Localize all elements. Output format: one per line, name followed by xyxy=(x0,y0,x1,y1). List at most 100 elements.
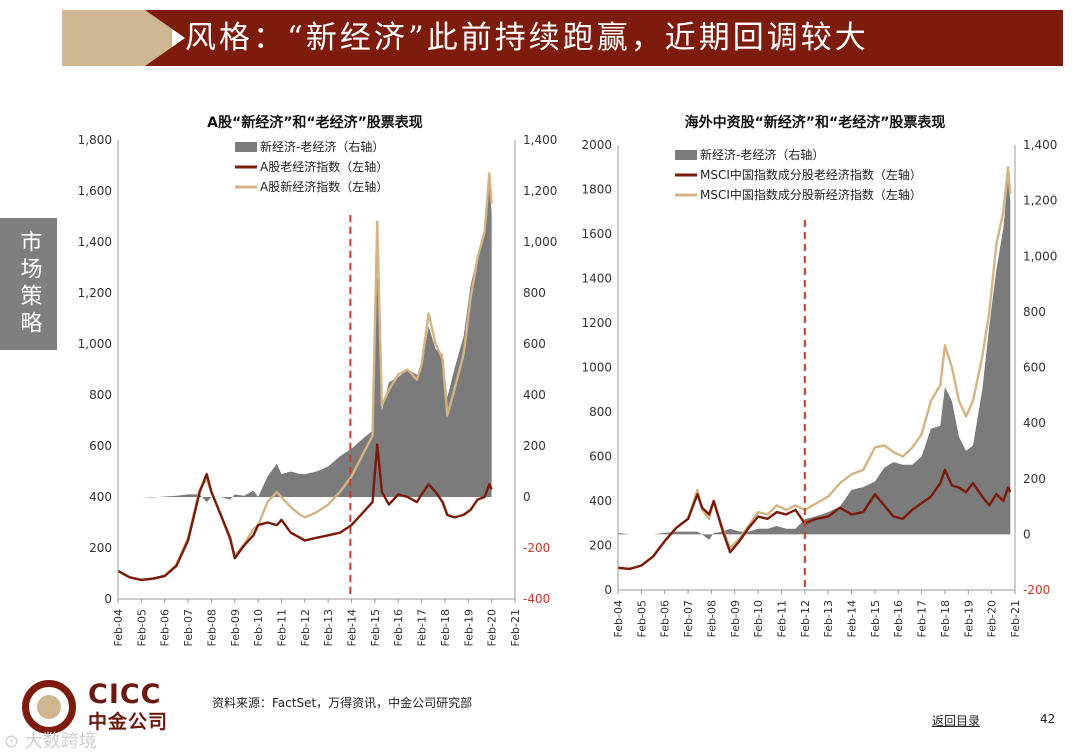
x-tick-label: Feb-16 xyxy=(392,609,405,646)
y-right-tick-label: -200 xyxy=(1023,583,1050,597)
y-left-tick-label: 2000 xyxy=(581,138,612,152)
x-tick-label: Feb-08 xyxy=(705,600,718,637)
legend-label: A股新经济指数（左轴） xyxy=(260,179,388,194)
y-right-tick-label: 800 xyxy=(1023,305,1046,319)
y-left-tick-label: 400 xyxy=(89,490,112,504)
x-tick-label: Feb-13 xyxy=(822,600,835,637)
x-tick-label: Feb-21 xyxy=(509,609,522,646)
cicc-logo-icon xyxy=(22,680,76,734)
y-right-tick-label: 600 xyxy=(523,337,546,351)
y-left-tick-label: 1,600 xyxy=(78,184,112,198)
x-tick-label: Feb-18 xyxy=(939,600,952,637)
x-tick-label: Feb-14 xyxy=(846,600,859,637)
x-tick-label: Feb-10 xyxy=(752,600,765,637)
legend-label: 新经济-老经济（右轴） xyxy=(700,147,824,162)
page-number: 42 xyxy=(1040,712,1056,726)
series-diff-area xyxy=(118,185,492,503)
x-tick-label: Feb-18 xyxy=(439,609,452,646)
y-right-tick-label: 1,400 xyxy=(523,133,557,147)
x-tick-label: Feb-12 xyxy=(299,609,312,646)
x-tick-label: Feb-16 xyxy=(892,600,905,637)
y-right-tick-label: 200 xyxy=(1023,472,1046,486)
y-right-tick-label: 0 xyxy=(1023,527,1031,541)
legend-label: A股老经济指数（左轴） xyxy=(260,159,388,174)
series-old-line xyxy=(117,443,493,582)
y-left-tick-label: 800 xyxy=(589,405,612,419)
y-left-tick-label: 1600 xyxy=(581,227,612,241)
banner-accent xyxy=(62,10,172,66)
y-left-tick-label: 1000 xyxy=(581,361,612,375)
cicc-logo-dot-icon xyxy=(37,695,61,719)
x-tick-label: Feb-17 xyxy=(916,600,929,637)
x-tick-label: Feb-11 xyxy=(275,609,288,646)
logo-chinese: 中金公司 xyxy=(88,711,169,733)
x-tick-label: Feb-04 xyxy=(112,609,125,646)
chart-title: A股“新经济”和“老经济”股票表现 xyxy=(207,114,423,131)
x-tick-label: Feb-07 xyxy=(182,609,195,646)
x-tick-label: Feb-04 xyxy=(612,600,625,637)
x-tick-label: Feb-14 xyxy=(346,609,359,646)
x-tick-label: Feb-17 xyxy=(416,609,429,646)
x-tick-label: Feb-19 xyxy=(462,609,475,646)
source-note: 资料来源：FactSet，万得资讯，中金公司研究部 xyxy=(212,696,473,710)
section-tab[interactable]: 市场策略 xyxy=(0,218,57,350)
y-right-tick-label: 600 xyxy=(1023,361,1046,375)
overseas-chart: 海外中资股“新经济”和“老经济”股票表现 0 200 400 600 800 1000 120… xyxy=(581,114,1057,637)
y-right-tick-label: 0 xyxy=(523,490,531,504)
legend-label: MSCI中国指数成分股新经济指数（左轴） xyxy=(700,187,922,202)
chart-title: 海外中资股“新经济”和“老经济”股票表现 xyxy=(685,114,946,131)
x-tick-label: Feb-15 xyxy=(869,600,882,637)
y-left-tick-label: 1200 xyxy=(581,316,612,330)
y-left-tick-label: 1400 xyxy=(581,272,612,286)
y-right-tick-label: -400 xyxy=(523,592,550,606)
y-right-tick-label: 1,200 xyxy=(1023,194,1057,208)
y-right-tick-label: 1,000 xyxy=(523,235,557,249)
legend-label: 新经济-老经济（右轴） xyxy=(260,139,384,154)
y-left-tick-label: 800 xyxy=(89,388,112,402)
x-tick-label: Feb-19 xyxy=(962,600,975,637)
y-right-tick-label: 800 xyxy=(523,286,546,300)
x-tick-label: Feb-05 xyxy=(635,600,648,637)
slide-title: 风格：“新经济”此前持续跑赢，近期回调较大 xyxy=(185,20,869,56)
y-left-tick-label: 1800 xyxy=(581,183,612,197)
x-tick-label: Feb-11 xyxy=(775,600,788,637)
x-tick-label: Feb-21 xyxy=(1009,600,1022,637)
x-tick-label: Feb-08 xyxy=(205,609,218,646)
x-tick-label: Feb-05 xyxy=(135,609,148,646)
y-right-tick-label: 1,400 xyxy=(1023,138,1057,152)
x-tick-label: Feb-20 xyxy=(986,600,999,637)
x-tick-label: Feb-09 xyxy=(729,600,742,637)
x-tick-label: Feb-13 xyxy=(322,609,335,646)
y-left-tick-label: 600 xyxy=(589,450,612,464)
x-tick-label: Feb-06 xyxy=(659,600,672,637)
x-tick-label: Feb-15 xyxy=(369,609,382,646)
y-left-tick-label: 200 xyxy=(89,541,112,555)
y-right-tick-label: 200 xyxy=(523,439,546,453)
a-share-chart: A股“新经济”和“老经济”股票表现 0 200 400 600 800 1,000 1,200… xyxy=(78,114,558,646)
y-left-tick-label: 200 xyxy=(589,539,612,553)
series-diff-area xyxy=(618,178,1011,540)
series-old-line xyxy=(617,468,1012,571)
y-left-tick-label: 1,200 xyxy=(78,286,112,300)
legend-swatch xyxy=(675,150,697,160)
legend-label: MSCI中国指数成分股老经济指数（左轴） xyxy=(700,167,922,182)
logo-english: CICC xyxy=(88,679,162,710)
x-tick-label: Feb-12 xyxy=(799,600,812,637)
y-left-tick-label: 0 xyxy=(604,583,612,597)
x-tick-label: Feb-10 xyxy=(252,609,265,646)
y-right-tick-label: 400 xyxy=(523,388,546,402)
x-tick-label: Feb-20 xyxy=(486,609,499,646)
y-right-tick-label: -200 xyxy=(523,541,550,555)
y-left-tick-label: 1,800 xyxy=(78,133,112,147)
y-left-tick-label: 600 xyxy=(89,439,112,453)
y-left-tick-label: 1,400 xyxy=(78,235,112,249)
back-to-contents-link[interactable]: 返回目录 xyxy=(932,714,981,728)
watermark: ⊙ 大数跨境 xyxy=(4,731,97,752)
title-banner xyxy=(145,10,1063,66)
x-tick-label: Feb-09 xyxy=(229,609,242,646)
y-left-tick-label: 400 xyxy=(589,494,612,508)
y-left-tick-label: 0 xyxy=(104,592,112,606)
y-right-tick-label: 400 xyxy=(1023,416,1046,430)
x-tick-label: Feb-07 xyxy=(682,600,695,637)
y-right-tick-label: 1,000 xyxy=(1023,249,1057,263)
